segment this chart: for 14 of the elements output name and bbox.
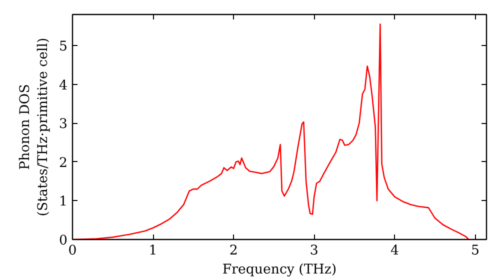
x-tick-label: 5	[470, 244, 480, 258]
y-tick-label: 2	[59, 156, 68, 171]
x-tick-label: 1	[148, 244, 158, 258]
y-tick-label: 5	[59, 40, 68, 55]
x-tick-label: 2	[229, 244, 238, 258]
y-tick-label: 0	[59, 234, 68, 248]
x-axis-title: Frequency (THz)	[222, 262, 337, 278]
x-tick-label: 3	[310, 244, 318, 258]
y-axis-title: Phonon DOS (States/THz·primitive cell)	[18, 38, 52, 216]
y-tick-label: 3	[59, 117, 68, 132]
y-tick-label: 4	[59, 78, 68, 94]
line-series	[72, 24, 470, 240]
y-tick-label: 1	[59, 194, 68, 210]
x-tick-label: 4	[390, 244, 399, 258]
